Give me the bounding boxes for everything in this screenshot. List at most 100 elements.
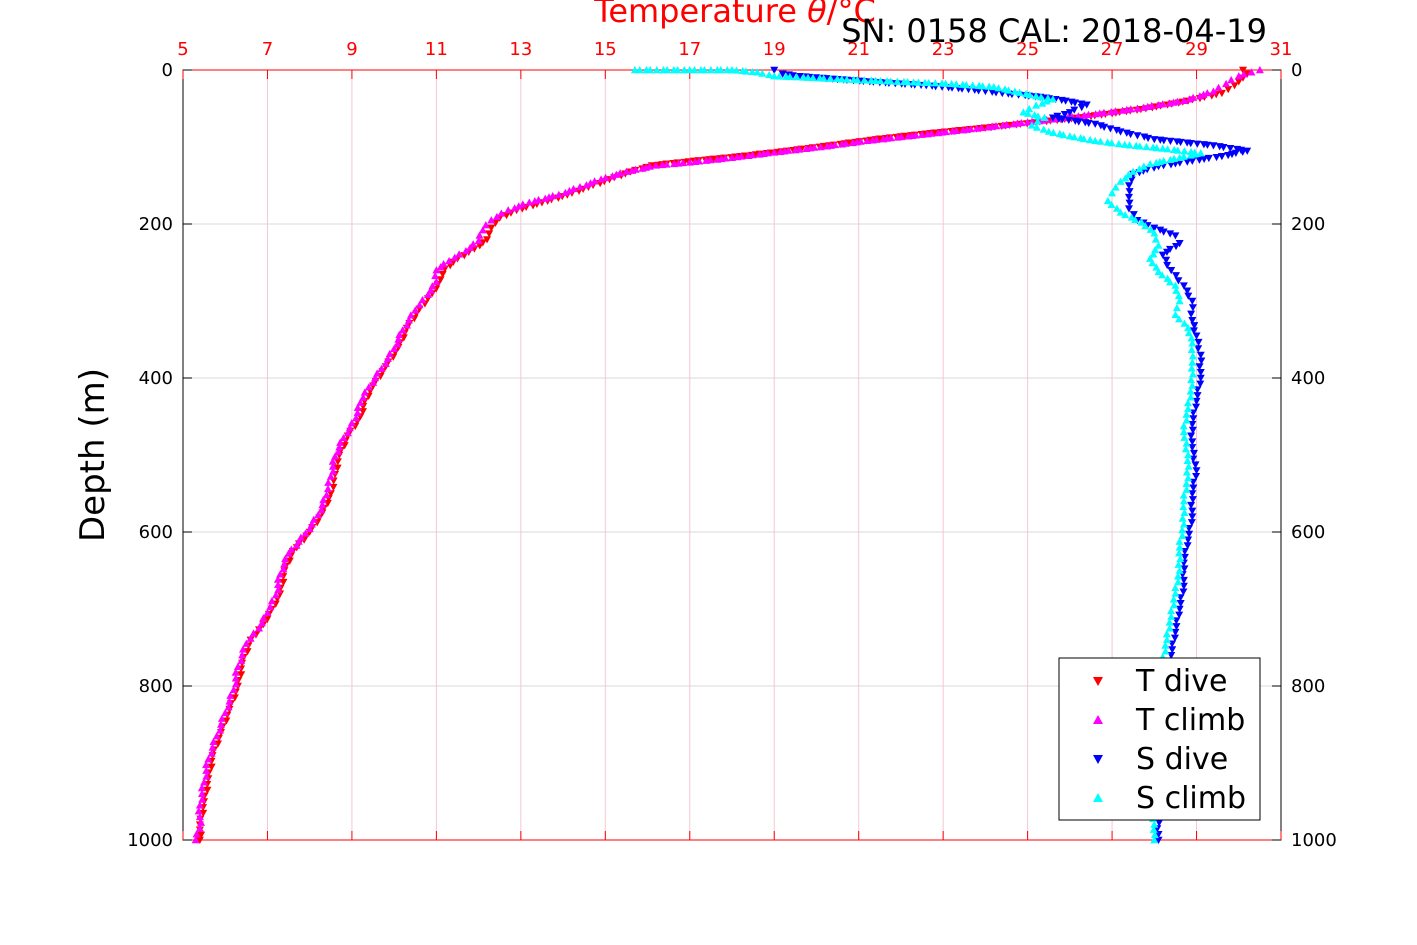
data-point: [1181, 445, 1190, 453]
data-point: [1171, 232, 1180, 240]
data-point: [1255, 66, 1264, 74]
x-top-tick-label: 11: [425, 39, 448, 60]
data-point: [1037, 93, 1046, 101]
data-point: [1151, 235, 1160, 243]
data-point: [1224, 151, 1233, 160]
data-point: [1135, 142, 1144, 150]
data-point: [1184, 323, 1193, 332]
data-point: [1024, 109, 1033, 117]
data-point: [195, 836, 204, 844]
data-point: [1194, 345, 1203, 353]
data-point: [411, 306, 420, 314]
data-point: [1108, 189, 1117, 197]
y-tick-label-left: 600: [139, 522, 173, 543]
data-point: [1158, 144, 1167, 152]
data-point: [231, 680, 240, 688]
data-point: [445, 256, 454, 265]
data-point: [1195, 92, 1204, 100]
data-point: [208, 743, 217, 751]
data-point: [225, 697, 234, 705]
data-point: [318, 501, 327, 509]
y-tick-label-left: 800: [139, 676, 173, 697]
data-point: [1190, 322, 1199, 330]
x-top-tick-label: 29: [1185, 39, 1208, 60]
data-point: [1074, 112, 1083, 120]
data-point: [1167, 606, 1176, 615]
legend-label: S dive: [1136, 742, 1228, 777]
data-point: [1156, 226, 1165, 234]
data-point: [1124, 205, 1133, 213]
data-point: [1175, 297, 1184, 305]
data-point: [1186, 151, 1195, 159]
data-point: [1196, 380, 1205, 388]
data-point: [1186, 393, 1195, 401]
data-point: [1129, 211, 1138, 219]
data-point: [1238, 66, 1247, 74]
data-point: [485, 230, 494, 238]
data-point: [1125, 188, 1134, 196]
data-point: [1179, 427, 1188, 436]
data-point: [1135, 165, 1144, 173]
data-point: [1191, 461, 1200, 469]
data-point: [1107, 108, 1116, 116]
data-point: [742, 67, 751, 75]
data-point: [364, 383, 373, 391]
data-point: [1184, 292, 1193, 300]
data-point: [1184, 451, 1193, 459]
data-point: [918, 130, 927, 138]
data-point: [1149, 250, 1158, 258]
data-point: [209, 737, 218, 746]
data-point: [1133, 104, 1142, 112]
data-point: [395, 330, 404, 339]
x-top-tick-label: 21: [847, 39, 870, 60]
axis-ticks: 0 0 200 200 400 400 600 600 800 800 1000 1000 5 7 9 11 1…: [127, 39, 1337, 851]
data-point: [658, 160, 667, 169]
data-point: [1176, 600, 1185, 608]
data-point: [497, 209, 506, 217]
data-point: [1182, 479, 1191, 488]
data-point: [1084, 119, 1093, 128]
data-point: [194, 807, 203, 815]
data-point: [1179, 520, 1188, 528]
data-point: [1188, 317, 1197, 325]
data-point: [281, 554, 290, 562]
data-point: [1188, 444, 1197, 452]
data-point: [1111, 183, 1120, 191]
data-point: [700, 66, 709, 74]
data-point: [1175, 315, 1184, 323]
data-point: [436, 276, 445, 284]
data-point: [510, 204, 519, 212]
data-point: [314, 511, 323, 519]
data-point: [432, 277, 441, 285]
data-point: [569, 184, 578, 193]
data-point: [1161, 647, 1170, 655]
data-point: [263, 608, 272, 617]
data-point: [1058, 116, 1067, 124]
data-point: [461, 246, 470, 255]
data-point: [575, 183, 584, 191]
data-point: [1025, 104, 1034, 113]
data-point: [1189, 327, 1198, 335]
data-point: [1162, 256, 1171, 264]
data-point: [1214, 83, 1223, 91]
data-point: [224, 703, 233, 711]
data-point: [1061, 97, 1070, 105]
data-point: [1107, 139, 1116, 147]
data-point: [690, 66, 699, 74]
data-point: [1155, 819, 1164, 827]
data-point: [1192, 472, 1201, 481]
data-point: [1188, 297, 1197, 305]
data-point: [608, 172, 617, 180]
x-top-tick-label: 25: [1016, 39, 1039, 60]
data-point: [198, 789, 207, 797]
data-point: [1150, 136, 1159, 144]
data-point: [1166, 278, 1174, 286]
data-point: [1159, 228, 1168, 236]
data-point: [1034, 112, 1043, 120]
legend-label: S climb: [1136, 781, 1246, 816]
data-point: [1224, 86, 1233, 94]
data-point: [802, 144, 811, 152]
data-point: [691, 157, 700, 166]
data-point: [487, 216, 496, 224]
data-point: [809, 73, 818, 82]
